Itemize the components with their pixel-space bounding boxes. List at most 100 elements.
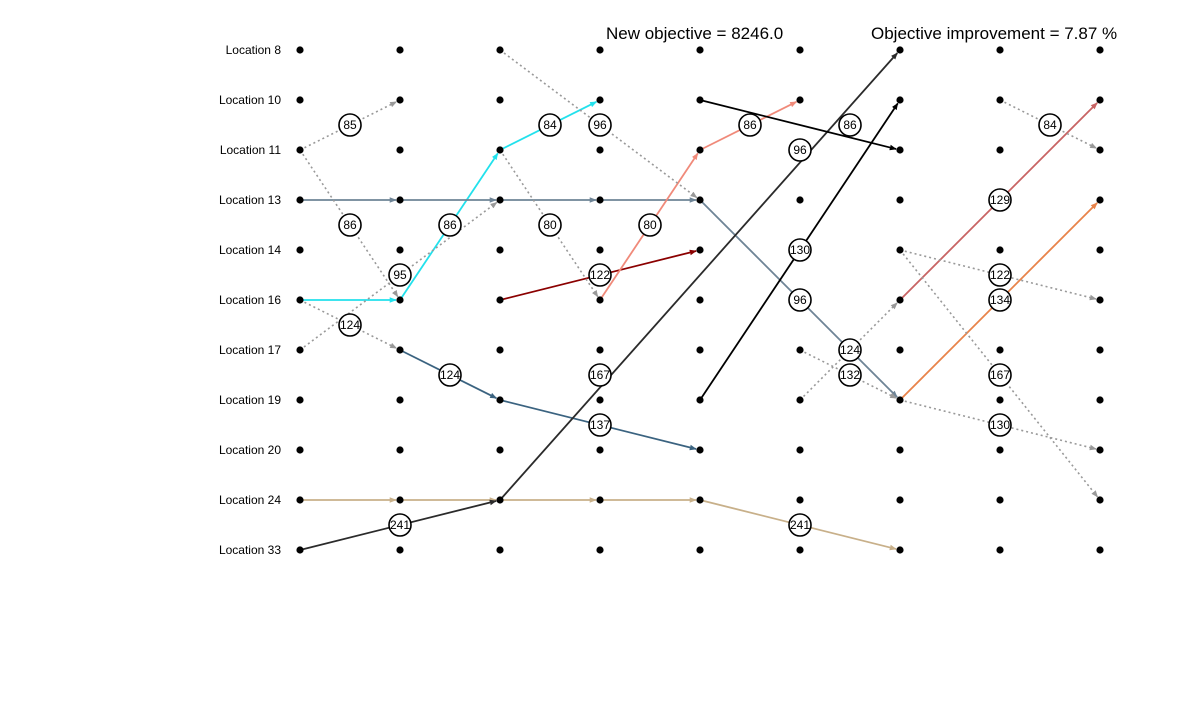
value-label: 96	[588, 113, 612, 137]
svg-text:86: 86	[343, 218, 357, 232]
node-r8-s5	[796, 446, 804, 454]
node-r6-s7	[996, 346, 1004, 354]
nodes-layer	[296, 46, 1104, 554]
node-r8-s6	[896, 446, 904, 454]
svg-text:96: 96	[793, 293, 807, 307]
node-r10-s0	[296, 546, 304, 554]
node-r10-s7	[996, 546, 1004, 554]
svg-text:129: 129	[990, 193, 1010, 207]
node-r9-s0	[296, 496, 304, 504]
value-label: 137	[588, 413, 612, 437]
node-r0-s1	[396, 46, 404, 54]
route-segment-gray-d-0	[299, 201, 498, 351]
node-r6-s1	[396, 346, 404, 354]
location-label: Location 19	[219, 393, 281, 407]
node-r1-s8	[1096, 96, 1104, 104]
node-r4-s3	[596, 246, 604, 254]
node-r8-s1	[396, 446, 404, 454]
svg-text:80: 80	[543, 218, 557, 232]
svg-text:130: 130	[990, 418, 1010, 432]
node-r10-s3	[596, 546, 604, 554]
svg-text:86: 86	[743, 118, 757, 132]
node-r4-s7	[996, 246, 1004, 254]
svg-text:124: 124	[340, 318, 360, 332]
location-label: Location 14	[219, 243, 281, 257]
location-label: Location 8	[226, 43, 282, 57]
route-segment-gray-e-0	[499, 49, 698, 199]
node-r1-s7	[996, 96, 1004, 104]
svg-text:130: 130	[790, 243, 810, 257]
node-r3-s6	[896, 196, 904, 204]
value-label: 96	[788, 288, 812, 312]
value-label: 124	[838, 338, 862, 362]
node-r1-s4	[696, 96, 704, 104]
node-r5-s8	[1096, 296, 1104, 304]
node-r2-s0	[296, 146, 304, 154]
location-label: Location 33	[219, 543, 281, 557]
value-label: 85	[338, 113, 362, 137]
value-label: 96	[788, 138, 812, 162]
value-label: 122	[588, 263, 612, 287]
location-label: Location 10	[219, 93, 281, 107]
node-r8-s0	[296, 446, 304, 454]
node-r0-s7	[996, 46, 1004, 54]
labels-layer: 85 86 95 124 241 86 124 84 80 96 122 167 137 80 86 96 13…	[338, 113, 1062, 537]
node-r9-s2	[496, 496, 504, 504]
node-r8-s4	[696, 446, 704, 454]
node-r10-s4	[696, 546, 704, 554]
location-label: Location 17	[219, 343, 281, 357]
value-label: 130	[788, 238, 812, 262]
svg-text:96: 96	[593, 118, 607, 132]
svg-text:124: 124	[440, 368, 460, 382]
value-label: 129	[988, 188, 1012, 212]
node-r2-s3	[596, 146, 604, 154]
value-label: 130	[988, 413, 1012, 437]
node-r3-s4	[696, 196, 704, 204]
node-r5-s0	[296, 296, 304, 304]
value-label: 167	[588, 363, 612, 387]
value-label: 80	[638, 213, 662, 237]
node-r2-s8	[1096, 146, 1104, 154]
node-r5-s6	[896, 296, 904, 304]
node-r3-s3	[596, 196, 604, 204]
node-r7-s0	[296, 396, 304, 404]
node-r4-s6	[896, 246, 904, 254]
node-r3-s0	[296, 196, 304, 204]
node-r7-s8	[1096, 396, 1104, 404]
location-label: Location 20	[219, 443, 281, 457]
node-r4-s4	[696, 246, 704, 254]
svg-text:86: 86	[843, 118, 857, 132]
node-r1-s6	[896, 96, 904, 104]
objective-improvement-text: Objective improvement = 7.87 %	[871, 24, 1118, 43]
node-r7-s1	[396, 396, 404, 404]
value-label: 95	[388, 263, 412, 287]
value-label: 124	[438, 363, 462, 387]
node-r1-s5	[796, 96, 804, 104]
node-r7-s7	[996, 396, 1004, 404]
node-r7-s4	[696, 396, 704, 404]
route-segment-gray-b-0	[299, 149, 399, 298]
node-r9-s5	[796, 496, 804, 504]
svg-text:134: 134	[990, 293, 1010, 307]
value-label: 134	[988, 288, 1012, 312]
node-r2-s6	[896, 146, 904, 154]
node-r8-s8	[1096, 446, 1104, 454]
location-label: Location 24	[219, 493, 281, 507]
node-r5-s1	[396, 296, 404, 304]
value-label: 80	[538, 213, 562, 237]
value-label: 84	[1038, 113, 1062, 137]
route-segment-gray-f-0	[499, 149, 599, 298]
node-r0-s2	[496, 46, 504, 54]
location-label: Location 13	[219, 193, 281, 207]
node-r2-s1	[396, 146, 404, 154]
svg-text:86: 86	[443, 218, 457, 232]
node-r3-s8	[1096, 196, 1104, 204]
node-r8-s2	[496, 446, 504, 454]
value-label: 86	[838, 113, 862, 137]
value-label: 241	[788, 513, 812, 537]
value-label: 86	[438, 213, 462, 237]
svg-text:241: 241	[390, 518, 410, 532]
route-segment-black-0	[699, 99, 897, 151]
